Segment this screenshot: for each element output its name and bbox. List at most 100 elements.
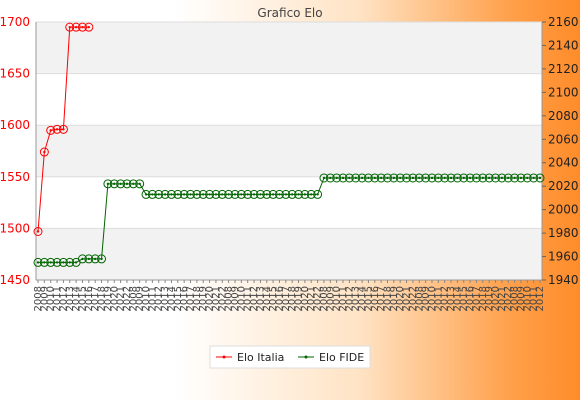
data-point-center	[68, 261, 71, 264]
x-tick-label: 2021	[116, 286, 127, 311]
data-point-center	[227, 193, 230, 196]
legend-label: Elo Italia	[237, 351, 284, 364]
data-point	[421, 173, 431, 183]
data-point-center	[233, 193, 237, 196]
data-point	[306, 189, 316, 199]
data-point	[52, 124, 62, 134]
data-point	[52, 257, 62, 267]
data-point	[198, 189, 208, 199]
data-point-center	[322, 176, 326, 180]
data-point	[173, 189, 183, 199]
data-point	[535, 173, 545, 183]
plot-band	[36, 22, 542, 74]
data-point	[90, 254, 100, 264]
y-right-tick-label: 1940	[548, 273, 579, 287]
x-tick-label: 2010	[427, 286, 438, 311]
data-point-center	[81, 25, 84, 29]
y-right-tick-label: 2160	[548, 15, 579, 29]
x-tick-label: 2021	[211, 286, 222, 311]
x-tick-label: 2013	[446, 286, 457, 311]
data-point-center	[221, 193, 224, 196]
x-tick-label: 2016	[370, 286, 381, 311]
x-tick-label: 2022	[408, 286, 419, 311]
data-point-center	[119, 182, 122, 186]
data-point	[103, 179, 113, 189]
data-point	[274, 189, 284, 199]
plot-background	[36, 22, 542, 280]
data-point-center	[36, 261, 40, 264]
data-point	[427, 173, 437, 183]
x-tick-label: 2012	[344, 286, 355, 311]
x-tick-label: 2016	[179, 286, 190, 311]
data-point	[58, 124, 68, 134]
x-tick-label: 2017	[90, 286, 101, 311]
data-point-center	[405, 176, 408, 180]
legend-box	[209, 345, 371, 369]
data-point-center	[49, 261, 52, 264]
x-tick-label: 2021	[497, 286, 508, 311]
data-point-center	[252, 193, 256, 196]
data-point	[459, 173, 469, 183]
y-right-tick-label: 2080	[548, 109, 579, 123]
data-point	[376, 173, 386, 183]
data-point-center	[284, 193, 288, 196]
data-point	[65, 257, 75, 267]
data-point-center	[500, 176, 504, 180]
x-tick-label: 2021	[306, 286, 317, 311]
data-point-center	[55, 261, 59, 264]
data-point-center	[81, 257, 84, 261]
data-point	[224, 189, 234, 199]
x-tick-label: 2011	[243, 286, 254, 311]
data-point	[529, 173, 539, 183]
data-point-center	[93, 257, 97, 261]
x-tick-label: 2012	[440, 286, 451, 311]
data-point	[77, 254, 87, 264]
x-tick-label: 2020	[300, 286, 311, 311]
data-point	[325, 173, 335, 183]
data-point-center	[202, 193, 205, 196]
plot-band	[36, 228, 542, 280]
y-right-tick-label: 2100	[548, 85, 579, 99]
data-point	[300, 189, 310, 199]
data-point-center	[176, 193, 179, 196]
data-point	[497, 173, 507, 183]
data-point	[262, 189, 272, 199]
data-point-center	[373, 176, 376, 180]
x-tick-label: 2015	[173, 286, 184, 311]
data-point-center	[43, 261, 46, 264]
data-point-center	[507, 176, 510, 180]
data-point	[39, 147, 49, 157]
data-point	[319, 173, 329, 183]
y-left-tick-label: 1450	[0, 273, 30, 287]
data-point-center	[532, 176, 535, 180]
x-tick-label: 2011	[338, 286, 349, 311]
data-point-center	[297, 193, 300, 196]
data-point	[249, 189, 259, 199]
x-tick-label: 2009	[516, 286, 527, 311]
plot-band	[36, 125, 542, 177]
data-point-center	[487, 176, 491, 180]
x-tick-label: 2013	[65, 286, 76, 311]
data-point	[135, 179, 145, 189]
x-tick-label: 2022	[122, 286, 133, 311]
data-point	[71, 22, 81, 32]
data-point	[58, 257, 68, 267]
x-tick-label: 2012	[535, 286, 546, 311]
data-point-center	[100, 257, 103, 261]
x-tick-label: 2020	[205, 286, 216, 311]
x-tick-label: 2017	[471, 286, 482, 311]
data-point-center	[74, 261, 78, 264]
data-point-center	[386, 176, 389, 180]
data-point	[205, 189, 215, 199]
data-point	[433, 173, 443, 183]
y-right-tick-label: 2060	[548, 132, 579, 146]
axes: 1450 1500 1550 1600 1650 1700 1940 1960 1980 2000…	[0, 15, 579, 311]
x-tick-label: 2014	[357, 286, 368, 311]
data-point-center	[170, 193, 173, 196]
x-tick-label: 2008	[414, 286, 425, 311]
data-point-center	[182, 193, 186, 196]
x-tick-label: 2018	[192, 286, 203, 311]
chart-title: Grafico Elo	[257, 6, 322, 20]
data-point-center	[392, 176, 396, 180]
